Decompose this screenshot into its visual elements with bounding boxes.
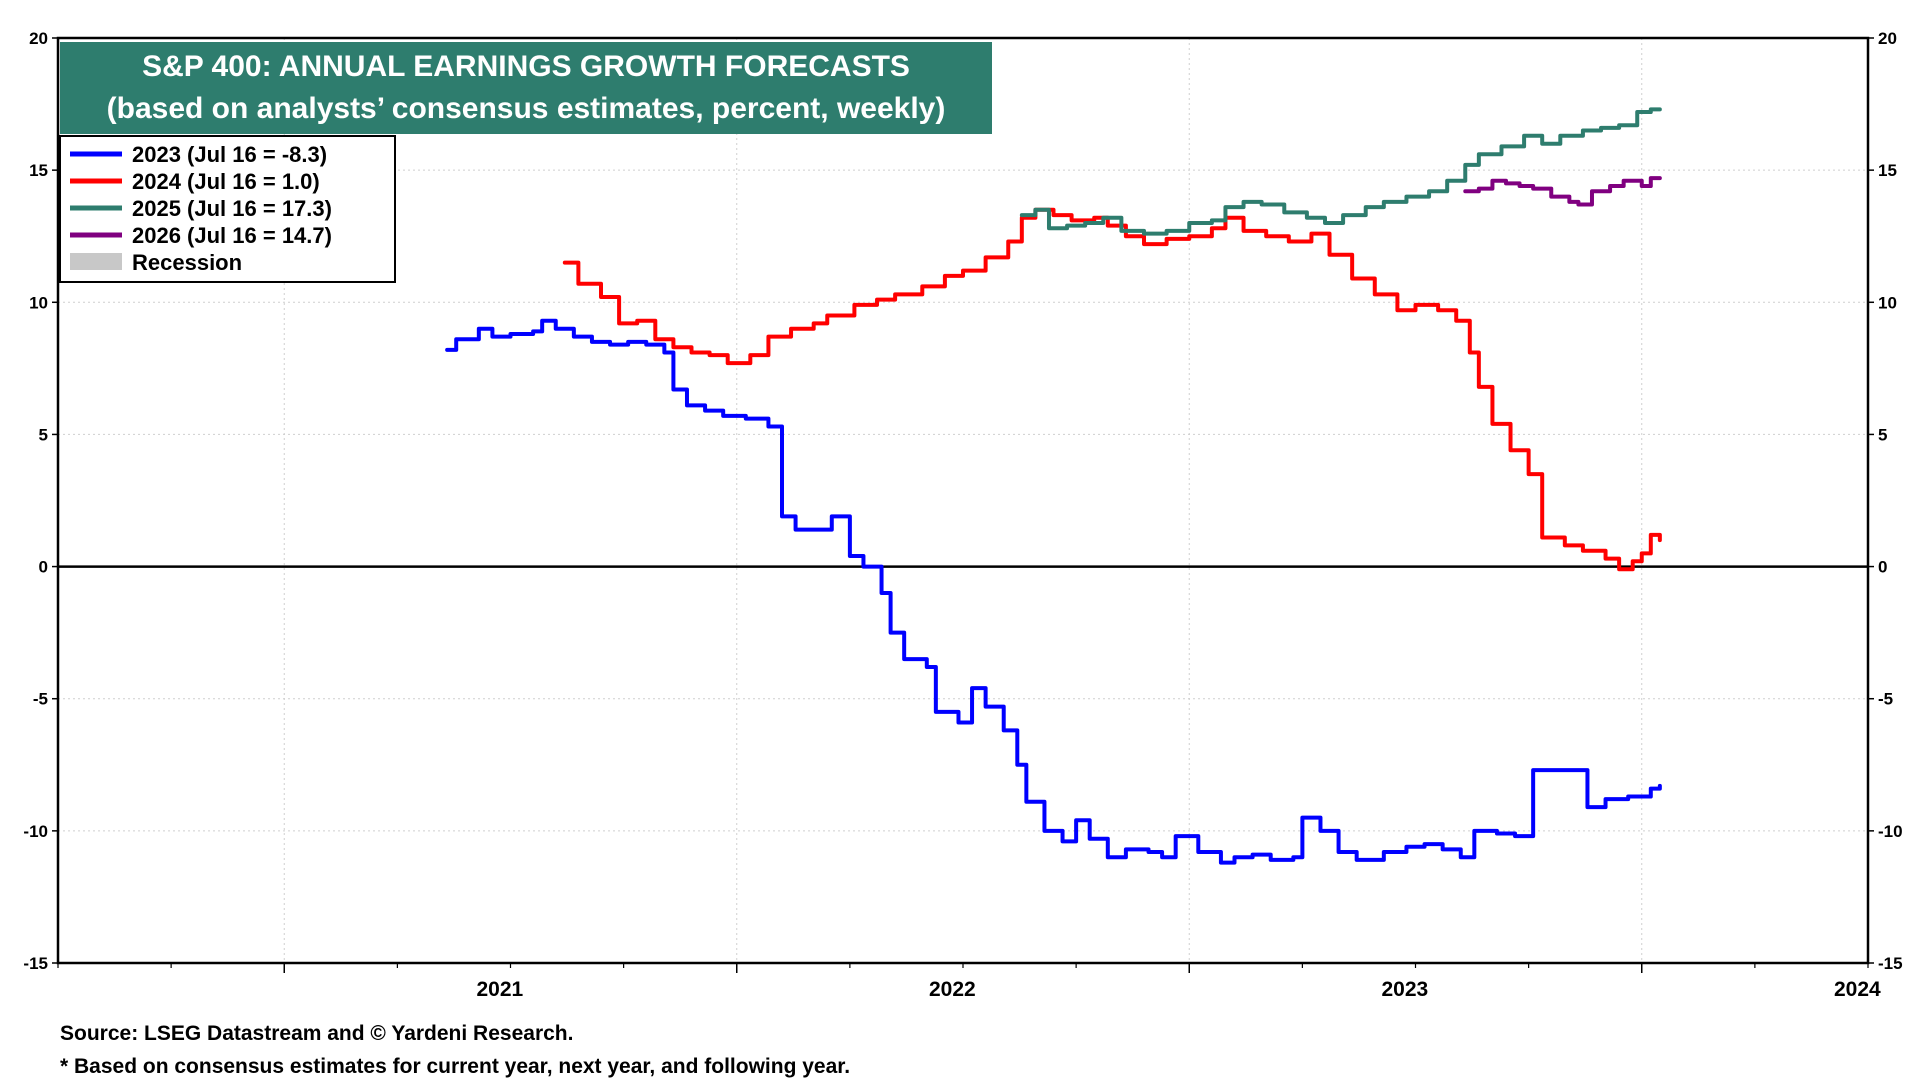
- legend-label-2024: 2024 (Jul 16 = 1.0): [132, 169, 320, 194]
- x-tick-label: 2024: [1834, 978, 1881, 1001]
- legend-label-recession: Recession: [132, 250, 242, 275]
- x-tick-label: 2021: [477, 978, 524, 1001]
- y-tick-label-left: 5: [39, 425, 48, 444]
- y-tick-label-left: 15: [29, 161, 48, 180]
- y-tick-label-right: 5: [1878, 425, 1887, 444]
- y-tick-label-right: 10: [1878, 293, 1897, 312]
- series-line-2025: [1019, 107, 1662, 236]
- y-tick-label-right: 0: [1878, 558, 1887, 577]
- chart-title: S&P 400: ANNUAL EARNINGS GROWTH FORECAST…: [142, 50, 910, 83]
- series-line-2023: [445, 318, 1662, 865]
- x-tick-label: 2023: [1382, 978, 1429, 1001]
- chart-subtitle: (based on analysts’ consensus estimates,…: [107, 92, 946, 125]
- y-tick-label-left: 0: [39, 558, 48, 577]
- footnote: * Based on consensus estimates for curre…: [60, 1055, 850, 1078]
- series-line-2024: [562, 207, 1662, 572]
- x-tick-label: 2022: [929, 978, 976, 1001]
- series-layer: [445, 107, 1662, 865]
- y-tick-label-left: -5: [33, 690, 48, 709]
- title-background: [60, 42, 992, 134]
- y-tick-label-left: -15: [23, 954, 48, 973]
- y-tick-label-right: -15: [1878, 954, 1903, 973]
- y-tick-label-right: -10: [1878, 822, 1903, 841]
- y-tick-label-right: 15: [1878, 161, 1897, 180]
- legend-label-2025: 2025 (Jul 16 = 17.3): [132, 196, 332, 221]
- legend-label-2026: 2026 (Jul 16 = 14.7): [132, 223, 332, 248]
- legend-swatch-recession: [70, 253, 122, 270]
- y-tick-label-left: 10: [29, 293, 48, 312]
- y-tick-label-left: -10: [23, 822, 48, 841]
- y-tick-label-right: 20: [1878, 29, 1897, 48]
- axis-layer: 20 20 15 15 10 10 5 5 0 0 -5 -5 -10 -10 -15 -15 2021 2022…: [23, 29, 1902, 1001]
- y-tick-label-left: 20: [29, 29, 48, 48]
- series-line-2026: [1463, 176, 1662, 207]
- chart-title-box: S&P 400: ANNUAL EARNINGS GROWTH FORECAST…: [60, 42, 992, 134]
- source-note: Source: LSEG Datastream and © Yardeni Re…: [60, 1022, 573, 1045]
- legend-label-2023: 2023 (Jul 16 = -8.3): [132, 142, 327, 167]
- y-tick-label-right: -5: [1878, 690, 1893, 709]
- legend: 2023 (Jul 16 = -8.3) 2024 (Jul 16 = 1.0)…: [59, 135, 396, 283]
